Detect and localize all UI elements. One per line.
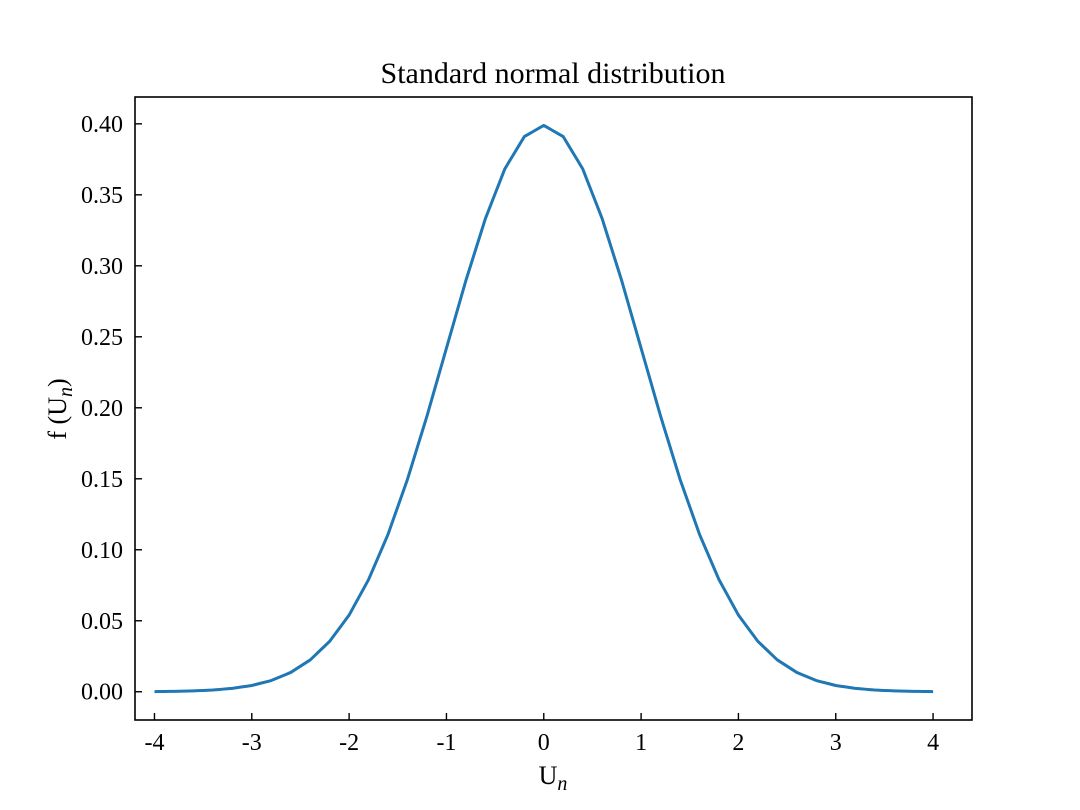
y-axis-label-prefix: f (U	[43, 397, 72, 440]
x-tick-label: -2	[339, 730, 359, 756]
x-tick-label: -1	[436, 730, 456, 756]
y-tick-label: 0.25	[81, 325, 123, 351]
x-tick-label: -3	[242, 730, 262, 756]
y-tick-label: 0.00	[81, 680, 123, 706]
x-axis: -4 -3 -2 -1 0 1 2 3 4	[144, 713, 939, 756]
y-tick-label: 0.35	[81, 183, 123, 209]
plot-frame	[134, 96, 973, 721]
y-tick-label: 0.30	[81, 254, 123, 280]
x-axis-label-main: U	[539, 761, 558, 790]
x-tick-label: 0	[538, 730, 550, 756]
x-tick-label: 2	[732, 730, 744, 756]
plot-area	[134, 96, 973, 721]
y-axis-label: f (Un)	[43, 378, 77, 439]
x-axis-label-subscript: n	[557, 773, 567, 795]
x-axis-label: Un	[539, 761, 568, 795]
y-tick-label: 0.05	[81, 609, 123, 635]
x-tick-label: 3	[830, 730, 842, 756]
x-tick-label: 4	[927, 730, 939, 756]
y-tick-label: 0.10	[81, 538, 123, 564]
chart-title: Standard normal distribution	[381, 57, 726, 90]
x-tick-label: -4	[144, 730, 164, 756]
y-axis-label-subscript: n	[55, 387, 77, 397]
y-tick-label: 0.20	[81, 396, 123, 422]
y-axis: 0.00 0.05 0.10 0.15 0.20 0.25 0.30 0.35 0.40	[81, 112, 142, 706]
y-axis-label-suffix: )	[43, 378, 72, 387]
y-tick-label: 0.15	[81, 467, 123, 493]
series-line	[154, 123, 934, 694]
y-tick-label: 0.40	[81, 112, 123, 138]
x-tick-label: 1	[635, 730, 647, 756]
